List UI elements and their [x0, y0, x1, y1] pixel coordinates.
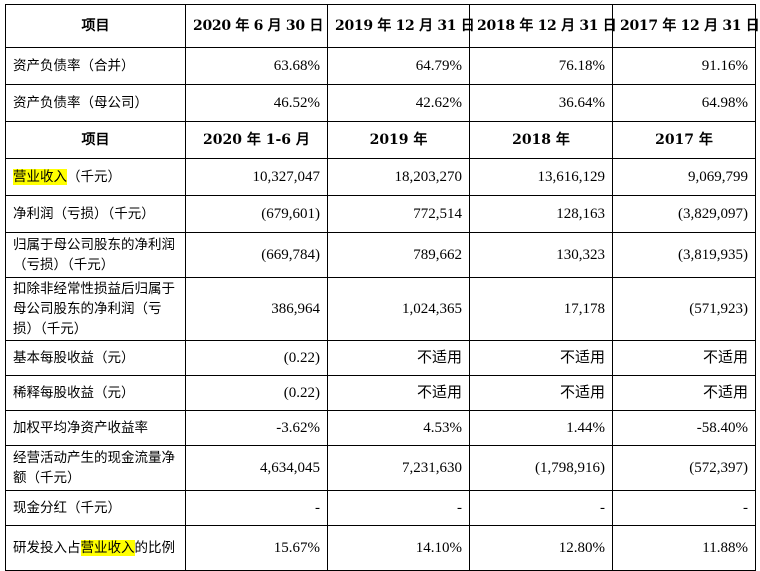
row-label: 现金分红（千元）	[5, 490, 186, 526]
cell-value: 42.62%	[327, 84, 470, 122]
cell-value: 4,634,045	[185, 445, 328, 491]
cell-value: 17,178	[469, 277, 613, 341]
cell-value: 不适用	[612, 375, 756, 411]
cell-value: 64.79%	[327, 47, 470, 85]
table-row-revenue: 营业收入（千元） 10,327,047 18,203,270 13,616,12…	[5, 158, 756, 196]
cell-value: 789,662	[327, 232, 470, 278]
cell-value: 46.52%	[185, 84, 328, 122]
cell-value: -	[612, 490, 756, 526]
financial-indicators-table: 项目 2020 年 6 月 30 日 2019 年 12 月 31 日 2018…	[5, 4, 760, 571]
cell-value: -	[469, 490, 613, 526]
cell-value: 7,231,630	[327, 445, 470, 491]
table-row: 加权平均净资产收益率 -3.62% 4.53% 1.44% -58.40%	[5, 410, 756, 446]
cell-value: (572,397)	[612, 445, 756, 491]
cell-value: 14.10%	[327, 525, 470, 571]
row-label: 研发投入占营业收入的比例	[5, 525, 186, 571]
cell-value: (3,829,097)	[612, 195, 756, 233]
table-row: 稀释每股收益（元） (0.22) 不适用 不适用 不适用	[5, 375, 756, 411]
cell-value: -	[185, 490, 328, 526]
header-col-2018-12-31: 2018 年 12 月 31 日	[469, 4, 617, 48]
cell-value: 11.88%	[612, 525, 756, 571]
cell-value: 9,069,799	[612, 158, 756, 196]
row-label: 扣除非经常性损益后归属于母公司股东的净利润（亏损）（千元）	[5, 277, 186, 341]
cell-value: 不适用	[327, 340, 470, 376]
header-col-2020-06-30: 2020 年 6 月 30 日	[185, 4, 328, 48]
cell-value: (571,923)	[612, 277, 756, 341]
row-label: 资产负债率（母公司）	[5, 84, 186, 122]
cell-value: 36.64%	[469, 84, 613, 122]
cell-value: -3.62%	[185, 410, 328, 446]
cell-value: 不适用	[469, 340, 613, 376]
cell-value: 不适用	[327, 375, 470, 411]
header-col-2017-12-31: 2017 年 12 月 31 日	[612, 4, 760, 48]
header-col-2020-h1: 2020 年 1-6 月	[185, 121, 328, 159]
header-row-balance: 项目 2020 年 6 月 30 日 2019 年 12 月 31 日 2018…	[5, 4, 760, 48]
cell-value: (0.22)	[185, 340, 328, 376]
cell-value: 772,514	[327, 195, 470, 233]
cell-value: 15.67%	[185, 525, 328, 571]
row-label: 净利润（亏损）（千元）	[5, 195, 186, 233]
label-suffix: （千元）	[67, 169, 121, 185]
highlighted-text: 营业收入	[13, 169, 67, 185]
cell-value: 不适用	[469, 375, 613, 411]
cell-value: 1.44%	[469, 410, 613, 446]
cell-value: 386,964	[185, 277, 328, 341]
cell-value: 13,616,129	[469, 158, 613, 196]
cell-value: 130,323	[469, 232, 613, 278]
cell-value: 91.16%	[612, 47, 756, 85]
row-label: 归属于母公司股东的净利润（亏损）（千元）	[5, 232, 186, 278]
cell-value: 128,163	[469, 195, 613, 233]
cell-value: 63.68%	[185, 47, 328, 85]
cell-value: -58.40%	[612, 410, 756, 446]
header-item: 项目	[5, 4, 186, 48]
cell-value: (0.22)	[185, 375, 328, 411]
row-label: 基本每股收益（元）	[5, 340, 186, 376]
table-row: 资产负债率（合并） 63.68% 64.79% 76.18% 91.16%	[5, 47, 756, 85]
table-row: 基本每股收益（元） (0.22) 不适用 不适用 不适用	[5, 340, 756, 376]
label-prefix: 研发投入占	[13, 540, 81, 556]
cell-value: (669,784)	[185, 232, 328, 278]
table-row: 扣除非经常性损益后归属于母公司股东的净利润（亏损）（千元） 386,964 1,…	[5, 277, 756, 341]
table-row: 经营活动产生的现金流量净额（千元） 4,634,045 7,231,630 (1…	[5, 445, 756, 491]
cell-value: (3,819,935)	[612, 232, 756, 278]
cell-value: 1,024,365	[327, 277, 470, 341]
header-row-income: 项目 2020 年 1-6 月 2019 年 2018 年 2017 年	[5, 121, 756, 159]
cell-value: (1,798,916)	[469, 445, 613, 491]
header-item: 项目	[5, 121, 186, 159]
table-row: 现金分红（千元） - - - -	[5, 490, 756, 526]
cell-value: 不适用	[612, 340, 756, 376]
cell-value: 4.53%	[327, 410, 470, 446]
row-label: 加权平均净资产收益率	[5, 410, 186, 446]
highlighted-text: 营业收入	[80, 540, 135, 556]
table-row: 归属于母公司股东的净利润（亏损）（千元） (669,784) 789,662 1…	[5, 232, 756, 278]
row-label: 资产负债率（合并）	[5, 47, 186, 85]
cell-value: 18,203,270	[327, 158, 470, 196]
cell-value: 76.18%	[469, 47, 613, 85]
header-col-2018: 2018 年	[469, 121, 613, 159]
header-col-2017: 2017 年	[612, 121, 756, 159]
header-col-2019-12-31: 2019 年 12 月 31 日	[327, 4, 475, 48]
cell-value: 12.80%	[469, 525, 613, 571]
table-row: 净利润（亏损）（千元） (679,601) 772,514 128,163 (3…	[5, 195, 756, 233]
cell-value: 10,327,047	[185, 158, 328, 196]
cell-value: 64.98%	[612, 84, 756, 122]
cell-value: -	[327, 490, 470, 526]
row-label: 稀释每股收益（元）	[5, 375, 186, 411]
row-label: 经营活动产生的现金流量净额（千元）	[5, 445, 186, 491]
row-label: 营业收入（千元）	[5, 158, 186, 196]
cell-value: (679,601)	[185, 195, 328, 233]
table-row-rd: 研发投入占营业收入的比例 15.67% 14.10% 12.80% 11.88%	[5, 525, 756, 571]
label-suffix: 的比例	[134, 540, 176, 556]
header-col-2019: 2019 年	[327, 121, 470, 159]
table-row: 资产负债率（母公司） 46.52% 42.62% 36.64% 64.98%	[5, 84, 756, 122]
